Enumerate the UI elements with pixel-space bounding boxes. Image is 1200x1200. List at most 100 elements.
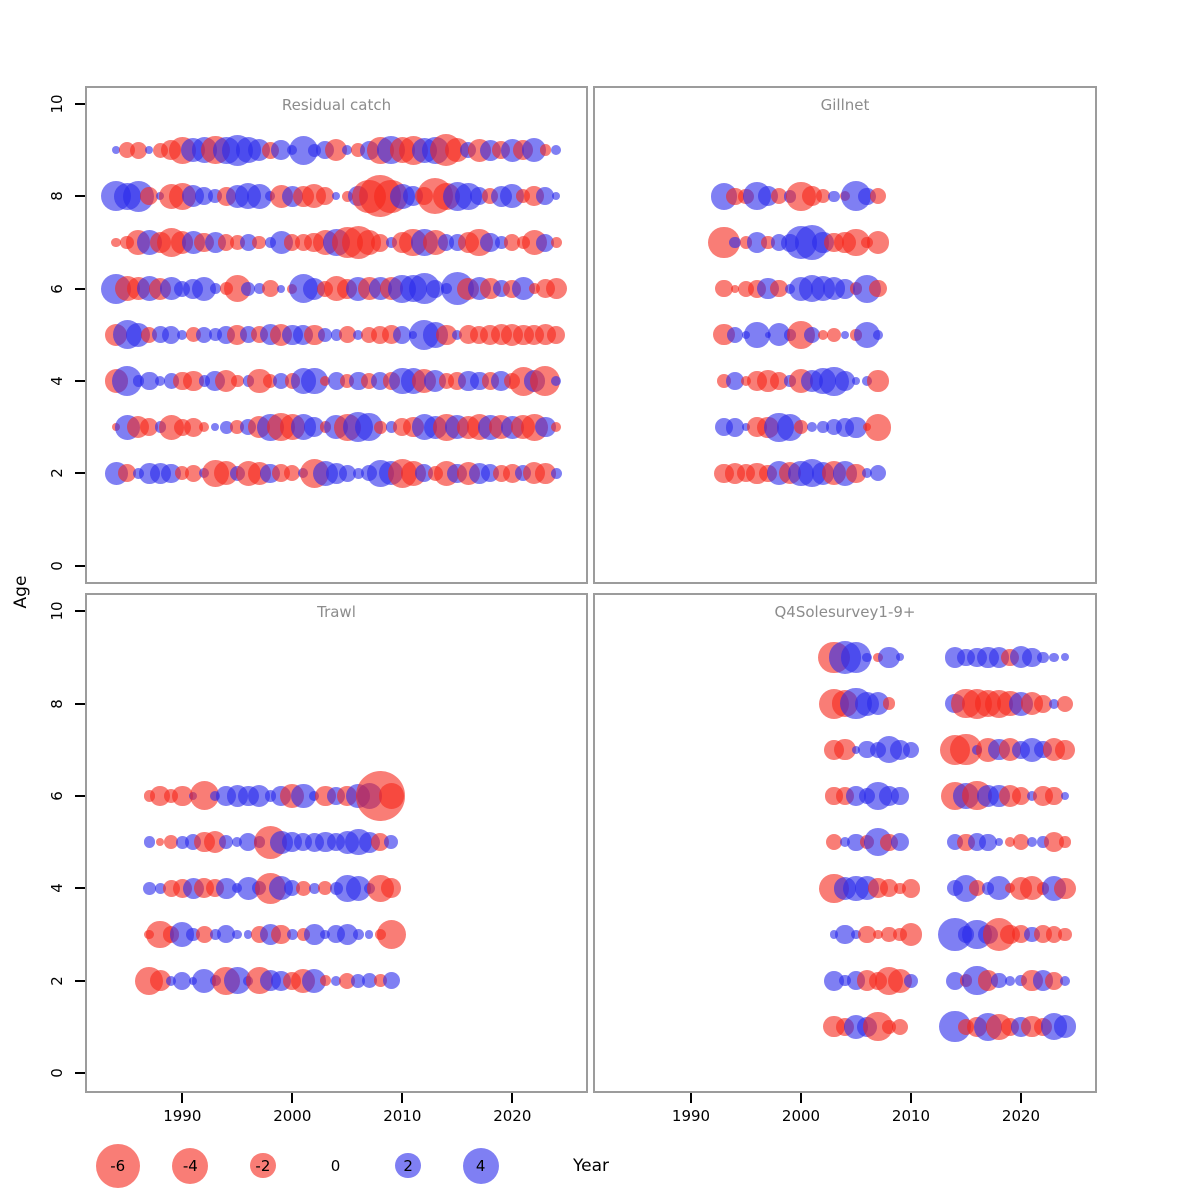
data-bubble: [862, 376, 872, 386]
data-bubble: [217, 925, 236, 944]
data-bubble: [1049, 652, 1059, 663]
y-tick-label: 10: [48, 601, 66, 621]
data-bubble: [336, 923, 358, 946]
panel-title-trawl: Trawl: [317, 603, 356, 621]
data-bubble: [726, 326, 744, 343]
data-bubble: [172, 785, 193, 807]
panel-gillnet: Gillnet: [593, 86, 1097, 584]
data-bubble: [1034, 694, 1052, 713]
data-bubble: [827, 327, 841, 342]
data-bubble: [536, 233, 555, 252]
data-bubble: [1060, 975, 1070, 986]
data-bubble: [195, 925, 213, 943]
data-bubble: [845, 416, 867, 438]
data-bubble: [341, 190, 353, 203]
y-axis-tick: [75, 1072, 85, 1074]
data-bubble: [968, 880, 986, 897]
legend-item-label: 4: [475, 1156, 486, 1175]
data-bubble: [882, 697, 896, 710]
data-bubble: [1037, 836, 1049, 848]
data-bubble: [253, 282, 265, 295]
data-bubble: [767, 323, 791, 347]
data-bubble: [118, 464, 137, 483]
data-bubble: [352, 928, 364, 941]
data-bubble: [1060, 791, 1070, 800]
y-tick-label: 0: [48, 1068, 66, 1078]
data-bubble: [230, 374, 244, 388]
data-bubble: [535, 416, 556, 438]
data-bubble: [1049, 698, 1059, 709]
data-bubble: [873, 929, 883, 940]
data-bubble: [252, 235, 267, 250]
data-bubble: [385, 236, 397, 249]
data-bubble: [1037, 651, 1049, 664]
data-bubble: [715, 280, 733, 298]
x-axis-tick: [401, 1093, 404, 1103]
data-bubble: [741, 423, 751, 432]
data-bubble: [271, 924, 292, 945]
data-bubble: [1005, 837, 1015, 848]
data-bubble: [304, 924, 325, 945]
legend-bubble: [95, 1143, 140, 1188]
panel-title-residual-catch: Residual catch: [281, 96, 392, 114]
data-bubble: [828, 190, 840, 203]
data-bubble: [539, 144, 551, 156]
legend-bubble: [462, 1147, 499, 1184]
data-bubble: [209, 282, 221, 295]
x-tick-label: 2000: [781, 1107, 821, 1125]
data-bubble: [295, 880, 311, 896]
data-bubble: [361, 973, 377, 989]
data-bubble: [1027, 837, 1037, 848]
data-bubble: [154, 882, 166, 894]
data-bubble: [164, 835, 179, 850]
x-axis-tick: [1020, 1093, 1022, 1103]
data-bubble: [342, 145, 353, 156]
panel-q4solesurvey: Q4Solesurvey1-9+: [593, 593, 1097, 1093]
legend-item-label: 0: [330, 1156, 341, 1175]
data-bubble: [219, 835, 234, 850]
data-bubble: [741, 376, 751, 386]
data-bubble: [140, 418, 159, 437]
data-bubble: [331, 975, 342, 986]
data-bubble: [979, 833, 997, 851]
data-bubble: [196, 326, 213, 343]
y-tick-label: 8: [48, 698, 66, 709]
data-bubble: [199, 422, 210, 433]
data-bubble: [551, 145, 562, 156]
x-axis-tick: [181, 1093, 184, 1103]
data-bubble: [904, 973, 918, 988]
data-bubble: [452, 329, 463, 340]
data-bubble: [1015, 974, 1027, 987]
data-bubble: [770, 280, 788, 298]
data-bubble: [851, 376, 861, 386]
x-axis-tick: [690, 1093, 692, 1103]
data-bubble: [899, 923, 923, 946]
data-bubble: [1059, 836, 1071, 848]
y-axis-tick: [75, 472, 85, 475]
data-bubble: [129, 141, 147, 159]
data-bubble: [528, 282, 540, 295]
data-bubble: [901, 878, 921, 898]
x-axis-tick: [910, 1093, 912, 1103]
data-bubble: [162, 325, 181, 344]
data-bubble: [807, 422, 817, 433]
data-bubble: [551, 422, 562, 433]
data-bubble: [332, 192, 341, 201]
data-bubble: [862, 652, 872, 663]
data-bubble: [873, 652, 883, 663]
data-bubble: [183, 417, 203, 437]
y-tick-label: 4: [48, 376, 66, 386]
data-bubble: [436, 324, 457, 346]
data-bubble: [373, 420, 387, 434]
y-tick-label: 8: [48, 191, 66, 202]
data-bubble: [536, 187, 555, 206]
data-bubble: [216, 878, 237, 899]
data-bubble: [239, 833, 258, 852]
data-bubble: [866, 231, 890, 254]
data-bubble: [385, 421, 397, 433]
data-bubble: [1027, 791, 1037, 801]
y-axis-tick: [75, 794, 85, 797]
data-bubble: [142, 881, 156, 895]
data-bubble: [143, 836, 155, 848]
x-tick-label: 1990: [671, 1107, 711, 1125]
